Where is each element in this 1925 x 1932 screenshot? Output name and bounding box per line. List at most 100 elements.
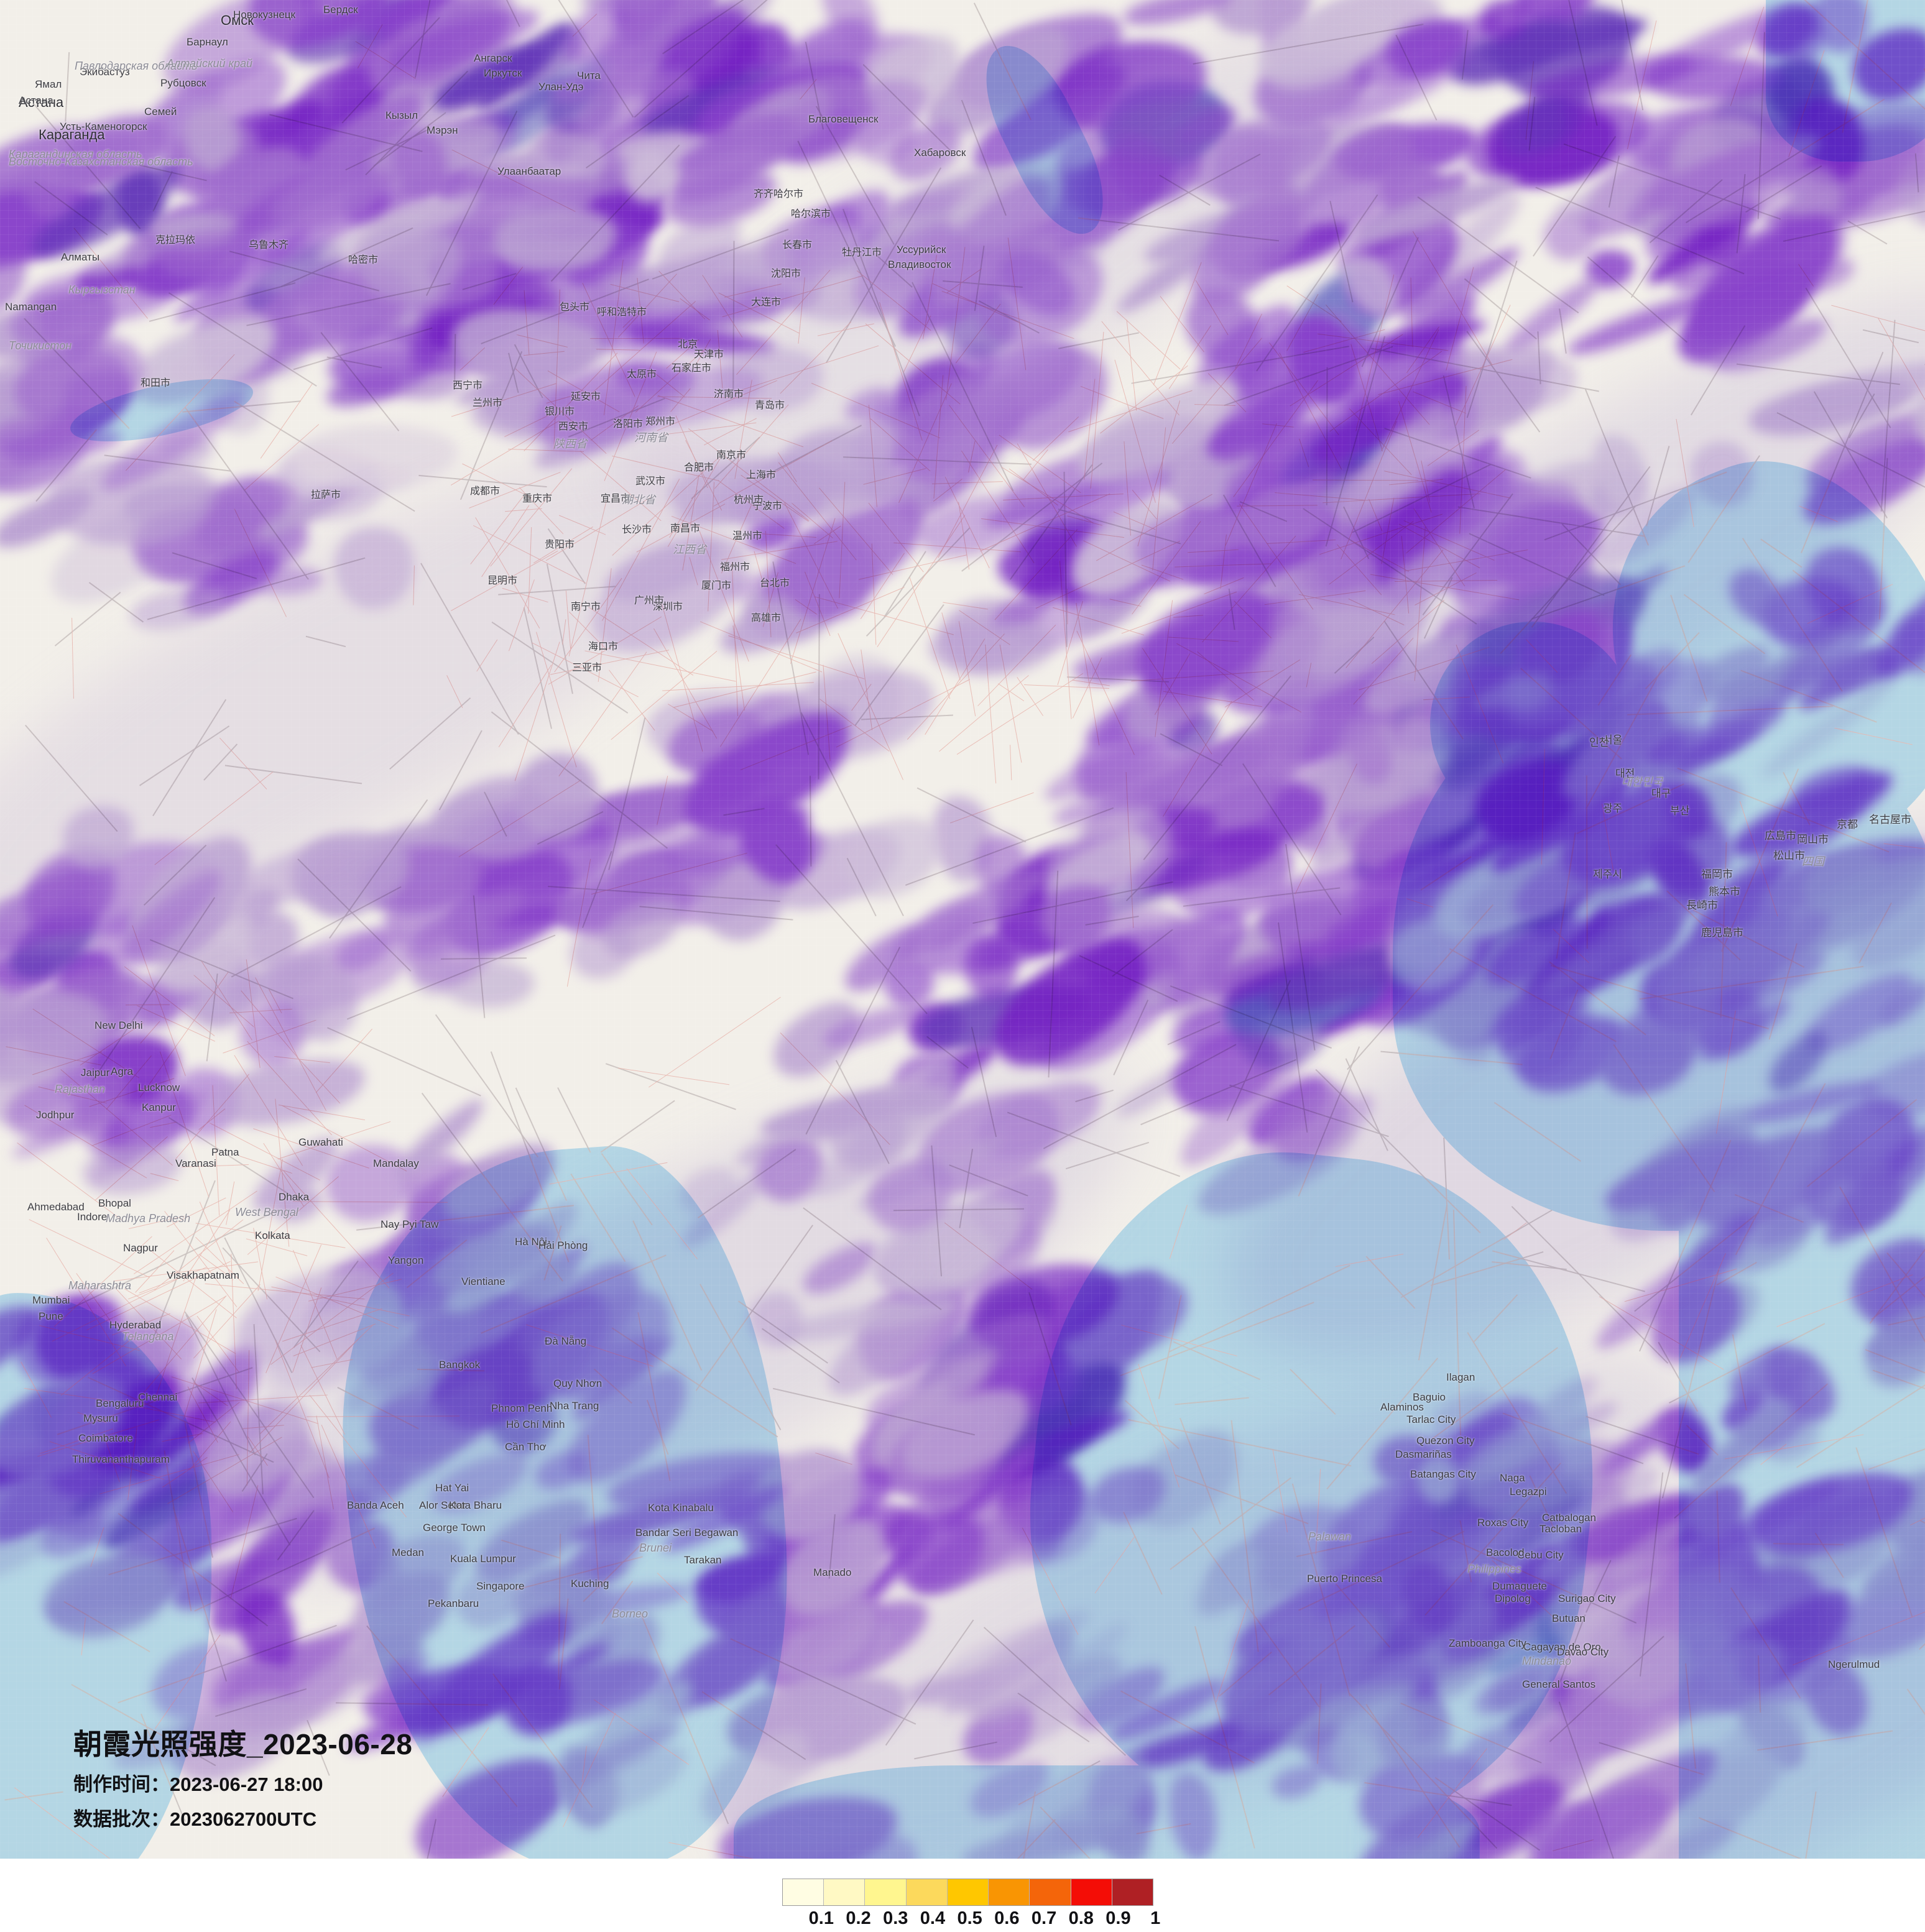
raster-cell-cluster — [929, 619, 1055, 676]
map-label: Medan — [392, 1547, 424, 1559]
map-label: Владивосток — [888, 259, 951, 271]
map-label: Butuan — [1552, 1612, 1586, 1625]
map-label: Surigao City — [1558, 1593, 1616, 1605]
map-label: 兰州市 — [473, 394, 502, 409]
map-label: Ангарск — [474, 52, 512, 65]
map-label: 天津市 — [694, 346, 724, 361]
map-label: Bengaluru — [96, 1397, 144, 1410]
map-label: Palawan — [1308, 1530, 1351, 1543]
map-label: Павлодарская область — [75, 60, 197, 73]
map-label: 温州市 — [732, 527, 762, 542]
map-label: 银川市 — [545, 403, 575, 418]
map-label: 西安市 — [558, 418, 588, 433]
map-label: Рубцовск — [160, 77, 206, 90]
map-label: 西宁市 — [453, 377, 482, 392]
map-label: Астана — [19, 94, 63, 111]
map-label: 克拉玛依 — [155, 231, 195, 246]
map-label: Алтайский край — [167, 57, 252, 70]
weather-map-canvas[interactable]: Омск Астана Караганда Новокузнецк Барнаул Бер… — [0, 0, 1925, 1859]
map-label: Agra — [111, 1065, 133, 1078]
map-label: 合肥市 — [684, 459, 714, 474]
map-label: 大连市 — [751, 293, 781, 308]
map-label: Roxas City — [1477, 1517, 1528, 1529]
map-label: 沈阳市 — [771, 265, 801, 280]
map-label: 陕西省 — [553, 435, 587, 451]
map-label: Dhaka — [279, 1191, 309, 1203]
map-label: Барнаул — [187, 36, 228, 48]
colorbar-tick-labels: 0.1 0.2 0.3 0.4 0.5 0.6 0.7 0.8 0.9 1 — [782, 1908, 1194, 1931]
produced-time-label: 制作时间：2023-06-27 18:00 — [73, 1774, 412, 1795]
map-label: Namangan — [5, 301, 57, 313]
colorbar-tick-0-1: 0.1 — [809, 1908, 834, 1929]
map-label: Кызыл — [385, 109, 418, 122]
map-label: Мэрэн — [427, 124, 458, 137]
map-label: Maharashtra — [68, 1279, 131, 1292]
map-label: Cebu City — [1517, 1549, 1564, 1562]
map-label: Алматы — [61, 251, 99, 264]
map-label: Đà Nẵng — [545, 1335, 586, 1348]
map-label: 呼和浩特市 — [597, 303, 647, 318]
map-label: 石家庄市 — [672, 359, 711, 374]
map-label: Омск — [221, 12, 254, 29]
map-label: George Town — [423, 1522, 486, 1534]
map-label: Hyderabad — [109, 1319, 161, 1332]
map-label: 松山市 — [1773, 847, 1805, 862]
map-label: 乌鲁木齐 — [249, 236, 289, 251]
map-label: Nay Pyi Taw — [381, 1218, 438, 1231]
map-label: Pune — [39, 1310, 63, 1323]
map-label: 武汉市 — [635, 472, 665, 487]
map-label: 南京市 — [716, 446, 746, 461]
map-label: Астана — [19, 94, 53, 107]
map-label: Bangkok — [439, 1359, 480, 1371]
map-label: Bacolod — [1486, 1547, 1524, 1559]
map-label: Улан-Удэ — [538, 81, 583, 93]
colorbar-swatch-3 — [865, 1879, 907, 1905]
map-label: 高雄市 — [751, 609, 781, 624]
map-label: 成都市 — [470, 482, 500, 497]
raster-cell-cluster — [292, 421, 458, 492]
map-label: Kolkata — [255, 1230, 290, 1242]
caption-block: 朝霞光照强度_2023-06-28 制作时间：2023-06-27 18:00 … — [73, 1729, 412, 1830]
map-label: 長崎市 — [1686, 896, 1718, 912]
map-label: 洛阳市 — [613, 415, 643, 430]
map-label: Legazpi — [1510, 1486, 1547, 1498]
map-label: 湖北省 — [622, 491, 655, 507]
map-label: Thiruvananthapuram — [72, 1453, 170, 1466]
map-label: Kota Kinabalu — [648, 1502, 714, 1514]
colorbar-tick-0-7: 0.7 — [1032, 1908, 1056, 1929]
map-label: Kota Bharu — [449, 1499, 502, 1512]
map-label: 宜昌市 — [601, 490, 630, 505]
map-label: 齐齐哈尔市 — [754, 185, 803, 200]
map-label: Kuala Lumpur — [450, 1553, 516, 1565]
colorbar-tick-0-9: 0.9 — [1106, 1908, 1130, 1929]
map-label: Cần Thơ — [505, 1441, 547, 1453]
map-label: Singapore — [476, 1580, 525, 1593]
map-label: Чита — [577, 70, 601, 82]
map-label: Pekanbaru — [428, 1598, 479, 1610]
map-label: 长春市 — [782, 236, 812, 251]
map-label: Хабаровск — [914, 147, 966, 159]
map-label: Vientiane — [461, 1276, 505, 1288]
map-label: Усть-Каменогорск — [60, 121, 147, 133]
map-label: Rajasthan — [55, 1083, 105, 1096]
map-label: Ямал — [35, 78, 62, 91]
map-label: Ilagan — [1446, 1371, 1475, 1384]
map-label: 広島市 — [1765, 827, 1796, 842]
map-label: Nha Trang — [550, 1400, 599, 1412]
map-label: 深圳市 — [653, 598, 683, 613]
map-label: Brunei — [639, 1542, 672, 1555]
map-label: 青岛市 — [755, 397, 785, 412]
map-label: Семей — [144, 106, 177, 118]
map-label: Tarlac City — [1406, 1414, 1456, 1426]
colorbar-swatch-9 — [1112, 1879, 1153, 1905]
map-label: 대구 — [1651, 784, 1671, 800]
map-label: 贵阳市 — [545, 536, 575, 551]
map-label: Baguio — [1413, 1391, 1446, 1404]
map-label: 郑州市 — [645, 413, 675, 428]
map-label: Guwahati — [298, 1136, 343, 1149]
page-title: 朝霞光照强度_2023-06-28 — [73, 1729, 412, 1760]
map-label: Улаанбаатар — [497, 165, 561, 178]
map-label: 南昌市 — [670, 520, 700, 535]
map-label: Jaipur — [81, 1067, 109, 1079]
map-label: Hat Yai — [435, 1482, 469, 1494]
